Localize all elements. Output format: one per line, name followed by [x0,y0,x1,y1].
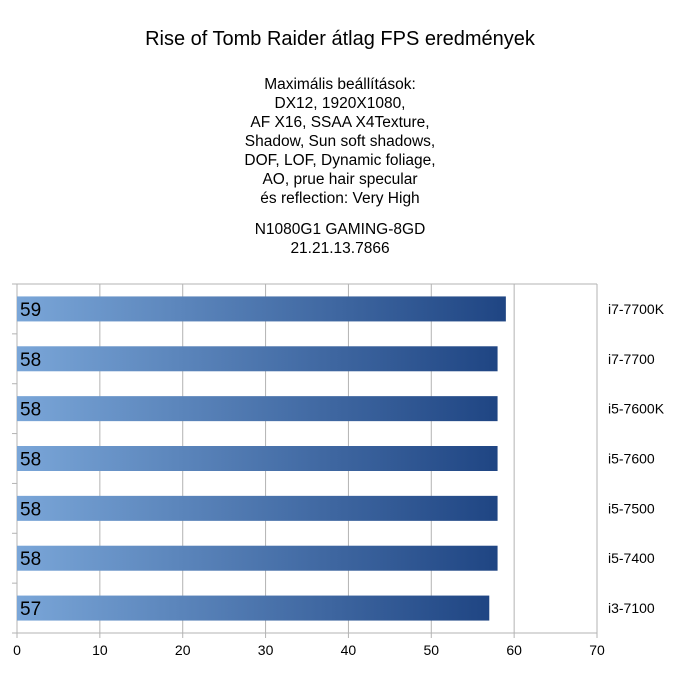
subtitle-line: Shadow, Sun soft shadows, [244,133,436,150]
chart-title: Rise of Tomb Raider átlag FPS eredmények [145,28,535,50]
bar-value-label: 58 [20,400,41,421]
bar [17,495,498,521]
bar [17,396,498,422]
bar [17,346,498,372]
category-label: i5-7600 [608,451,655,467]
subtitle-line: és reflection: Very High [260,190,420,207]
x-tick-label: 10 [92,642,108,658]
bar-value-label: 58 [20,499,41,520]
bar-value-label: 57 [20,599,41,620]
bar [17,595,490,621]
category-label: i7-7700 [608,351,655,367]
bar [17,296,506,322]
chart-subtitle: Maximális beállítások: DX12, 1920X1080, … [0,75,680,258]
subtitle-line: N1080G1 GAMING-8GD [254,221,426,238]
bar-value-label: 58 [20,549,41,570]
x-tick-label: 0 [13,642,21,658]
x-tick-label: 20 [175,642,191,658]
subtitle-line: AF X16, SSAA X4Texture, [250,114,430,131]
bar-value-label: 58 [20,450,41,471]
bar-value-label: 59 [20,300,41,321]
category-label: i5-7400 [608,550,655,566]
category-label: i7-7700K [608,301,665,317]
bar-value-label: 58 [20,350,41,371]
subtitle-line: AO, prue hair specular [262,171,418,188]
x-tick-label: 40 [341,642,357,658]
subtitle-line: Maximális beállítások: [264,76,416,93]
subtitle-line: DX12, 1920X1080, [274,95,406,112]
x-tick-label: 70 [589,642,605,658]
category-label: i5-7600K [608,401,665,417]
subtitle-line: DOF, LOF, Dynamic foliage, [244,152,436,169]
category-label: i5-7500 [608,500,655,516]
bar [17,446,498,471]
subtitle-line: 21.21.13.7866 [290,240,390,257]
x-tick-label: 60 [506,642,522,658]
x-tick-label: 30 [258,642,274,658]
x-tick-label: 50 [423,642,439,658]
category-label: i3-7100 [608,600,655,616]
bar [17,545,498,571]
